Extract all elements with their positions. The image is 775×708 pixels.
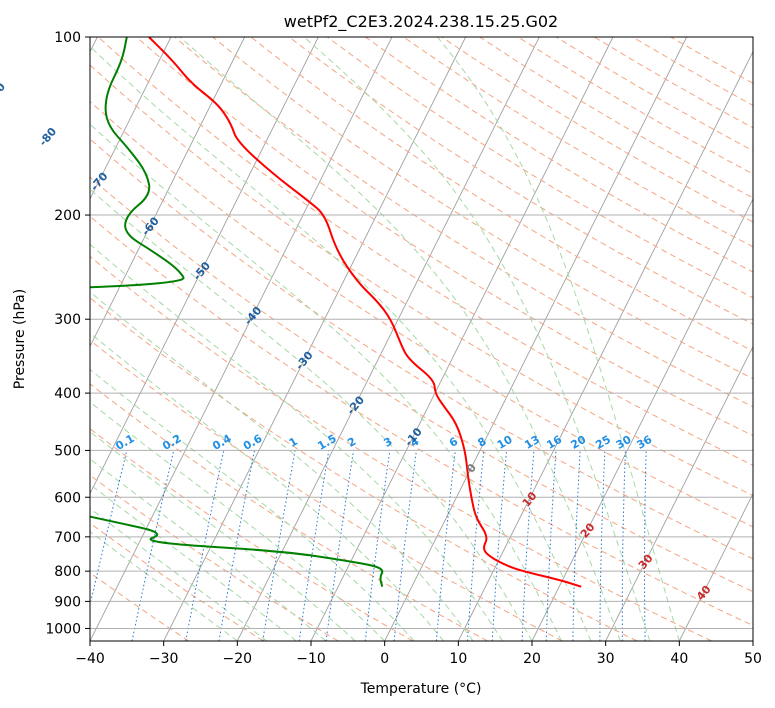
dewpoint-profile-line [90,37,384,587]
dry-adiabat-line [90,64,753,497]
y-tick-label: 400 [54,386,81,402]
x-tick-label: 30 [597,651,615,667]
chart-title: wetPf2_C2E3.2024.238.15.25.G02 [284,12,558,32]
moist-adiabat-line [303,37,651,641]
isotherm-line [90,37,246,348]
y-axis: 100 200 300 400 500 600 700 800 900 1000 [45,30,90,637]
background-lines [90,37,753,641]
x-tick-label: 40 [670,651,688,667]
dry-adiabat-line [250,37,753,352]
profile-lines [90,37,582,588]
y-tick-label: 600 [54,490,81,506]
mixing-ratio-line [298,450,330,641]
dry-adiabat-line [90,297,638,641]
x-tick-label: −10 [296,651,326,667]
dry-adiabat-line [90,138,753,560]
moist-adiabat-line [90,431,356,641]
isotherm-line [531,197,753,641]
y-tick-label: 800 [54,564,81,580]
moist-adiabat-line [90,188,533,641]
moist-adiabat-line [437,37,680,641]
y-tick-label: 500 [54,443,81,459]
x-axis: −40 −30 −20 −10 0 10 20 30 40 50 [75,641,762,667]
moist-adiabat-line [90,291,474,641]
mixing-ratio-line [325,450,355,641]
moist-adiabat-line [90,243,503,641]
y-tick-label: 100 [54,30,81,46]
isotherm-line [163,37,467,641]
moist-adiabat-line [90,401,386,641]
y-axis-label: Pressure (hPa) [12,289,28,389]
x-tick-label: 10 [449,651,467,667]
mixing-ratio-line [262,450,296,641]
moist-adiabat-line [179,37,621,641]
dry-adiabat-line [90,428,414,641]
y-tick-label: 900 [54,594,81,610]
dry-adiabat-line [212,37,753,380]
dry-adiabat-line [90,255,712,641]
x-tick-label: −40 [75,651,105,667]
x-tick-label: 20 [523,651,541,667]
temperature-profile-line [148,37,582,588]
x-tick-label: −20 [223,651,253,667]
isotherm-line [90,37,172,201]
x-axis-label: Temperature (°C) [360,681,482,697]
isotherm-label: -90 [0,80,8,104]
dry-adiabat-line [90,339,563,641]
dry-adiabat-line [90,383,488,641]
x-tick-label: 50 [744,651,762,667]
isotherm-line [90,37,319,495]
isotherm-line [384,37,688,641]
moist-adiabat-line [90,123,562,641]
dry-adiabat-line [90,215,753,627]
dry-adiabat-line [90,571,190,641]
dry-adiabat-line [97,37,753,466]
mixing-ratio-line [393,450,417,641]
x-tick-label: 0 [380,651,389,667]
plot-frame [89,36,754,642]
isotherm-line [236,37,540,641]
y-tick-label: 300 [54,312,81,328]
mixing-ratio-line [435,450,456,641]
dry-adiabat-line [90,100,753,528]
moist-adiabat-line [90,45,592,641]
mixing-ratio-line [364,450,391,641]
mixing-ratio-line [90,450,128,608]
y-tick-label: 1000 [45,621,81,637]
moist-adiabat-line [90,332,444,641]
isotherm-line [678,492,753,641]
y-tick-label: 700 [54,530,81,546]
y-tick-label: 200 [54,208,81,224]
dry-adiabat-line [90,176,753,593]
x-tick-label: −30 [149,651,179,667]
isotherm-line [90,37,393,641]
isotherm-line [605,345,753,641]
dry-adiabat-line [90,474,339,641]
moist-adiabat-line [90,458,327,641]
moist-adiabat-line [90,368,415,641]
